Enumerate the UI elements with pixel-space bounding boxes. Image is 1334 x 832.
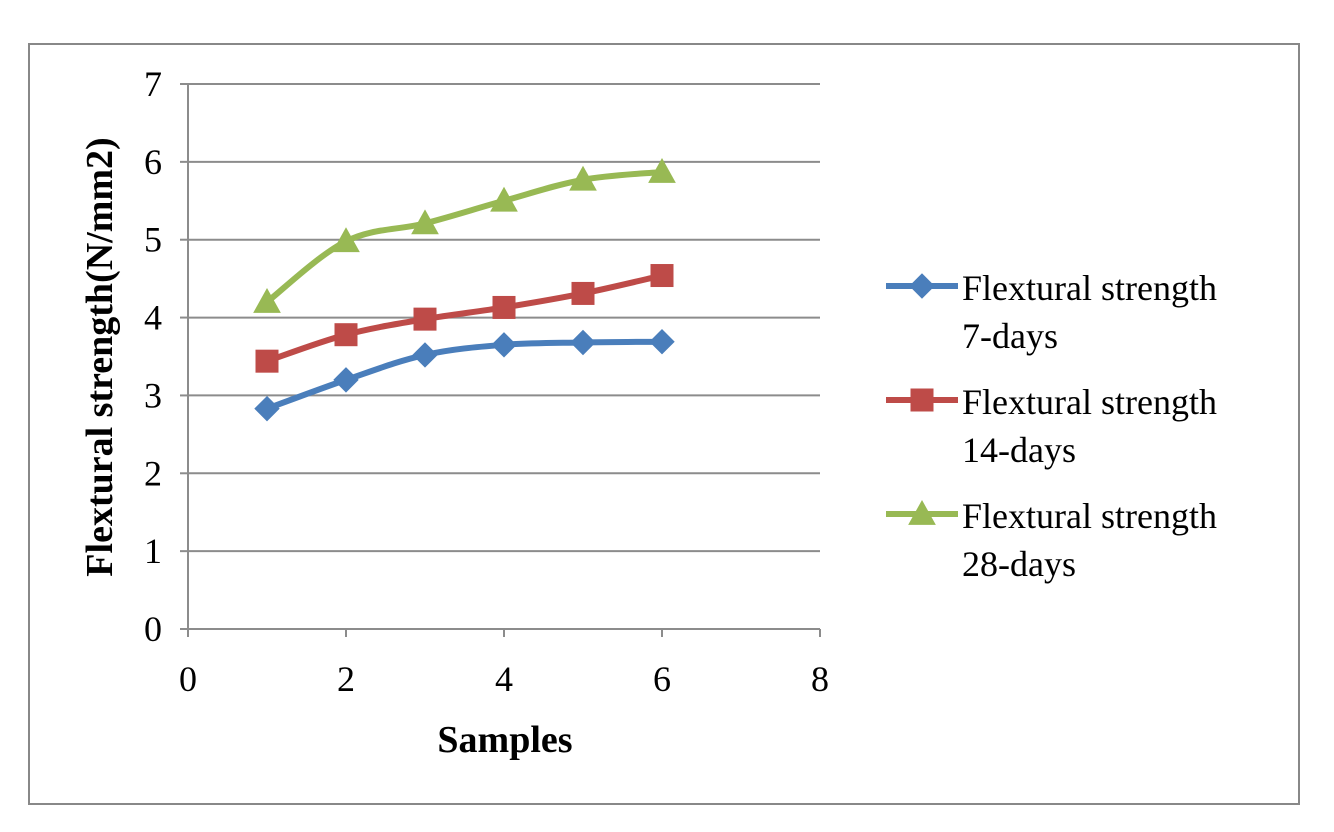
y-tick-label: 0 xyxy=(144,609,162,649)
data-point xyxy=(254,395,280,422)
y-tick-label: 6 xyxy=(144,142,162,182)
y-tick-label: 3 xyxy=(144,375,162,415)
axes xyxy=(180,83,821,637)
y-axis-title: Flextural strength(N/mm2) xyxy=(79,137,121,576)
data-point xyxy=(255,349,279,373)
legend-item: Flextural strength 7-days xyxy=(886,268,1217,356)
legend-item: Flextural strength 28-days xyxy=(886,496,1217,584)
legend-label: 7-days xyxy=(962,316,1058,356)
legend-label: Flextural strength xyxy=(962,268,1217,308)
data-point xyxy=(333,367,359,393)
x-tick-label: 2 xyxy=(337,659,355,699)
legend-label: Flextural strength xyxy=(962,382,1217,422)
data-point xyxy=(332,227,360,253)
data-point xyxy=(491,332,517,358)
data-point xyxy=(571,281,595,305)
data-point xyxy=(492,295,516,319)
x-axis-title: Samples xyxy=(437,719,572,761)
series-group xyxy=(253,157,676,422)
data-point xyxy=(650,264,674,288)
series-3 xyxy=(253,157,676,313)
legend-marker xyxy=(908,499,936,525)
data-point xyxy=(490,186,518,212)
gridlines xyxy=(188,83,820,553)
y-tick-label: 4 xyxy=(144,298,162,338)
x-tick-label: 6 xyxy=(653,659,671,699)
data-point xyxy=(412,342,438,368)
data-point xyxy=(253,287,281,313)
series-2 xyxy=(255,264,674,373)
data-point xyxy=(569,165,597,191)
y-tick-label: 1 xyxy=(144,531,162,571)
data-point xyxy=(648,157,676,183)
data-point xyxy=(411,209,439,235)
x-tick-label: 4 xyxy=(495,659,513,699)
series-1 xyxy=(254,329,675,422)
y-tick-label: 5 xyxy=(144,220,162,260)
data-point xyxy=(649,329,675,355)
y-tick-labels: 0 1 2 3 4 5 6 7 xyxy=(144,64,162,649)
data-point xyxy=(334,323,358,347)
legend-marker xyxy=(909,273,935,299)
legend-label: 14-days xyxy=(962,430,1076,470)
legend-marker xyxy=(910,388,934,412)
series-line xyxy=(264,272,665,365)
x-tick-label: 0 xyxy=(179,659,197,699)
y-tick-label: 2 xyxy=(144,453,162,493)
x-tick-labels: 0 2 4 6 8 xyxy=(179,659,829,699)
legend-label: 28-days xyxy=(962,544,1076,584)
y-tick-label: 7 xyxy=(144,64,162,104)
legend-item: Flextural strength 14-days xyxy=(886,382,1217,470)
x-tick-label: 8 xyxy=(811,659,829,699)
data-point xyxy=(413,307,437,331)
data-point xyxy=(570,329,596,356)
legend-label: Flextural strength xyxy=(962,496,1217,536)
